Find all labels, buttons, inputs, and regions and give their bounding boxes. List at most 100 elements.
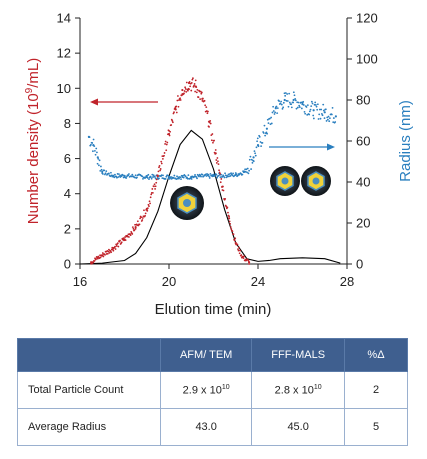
radius-point [281, 107, 284, 110]
radius-point [274, 111, 277, 114]
radius-point [320, 108, 323, 111]
density-point [184, 86, 187, 89]
y-left-tick-label: 6 [64, 151, 71, 166]
y-right-tick-label: 20 [356, 216, 370, 231]
radius-point [294, 99, 297, 102]
radius-point [251, 161, 254, 164]
density-point [95, 258, 98, 260]
radius-point [117, 176, 120, 178]
density-point [165, 143, 168, 146]
density-point [194, 90, 197, 93]
density-point [226, 206, 229, 209]
density-point [155, 181, 158, 184]
radius-point [330, 113, 333, 116]
radius-point [314, 104, 317, 106]
radius-point [265, 127, 268, 130]
density-point [175, 111, 178, 114]
density-point [101, 252, 104, 254]
radius-point [280, 103, 283, 106]
density-point [108, 248, 110, 251]
radius-point [226, 175, 229, 178]
y-right-tick-label: 0 [356, 257, 363, 272]
radius-point [315, 105, 318, 108]
radius-point [101, 170, 104, 173]
radius-point [334, 115, 337, 118]
density-point [220, 178, 223, 180]
radius-point [270, 122, 273, 125]
radius-point [99, 170, 102, 172]
density-point [150, 193, 153, 196]
radius-point [118, 173, 120, 176]
density-point [149, 196, 152, 199]
radius-point [94, 153, 97, 156]
table-cell: 5 [344, 408, 408, 446]
density-point [243, 255, 245, 258]
radius-point [182, 174, 184, 177]
radius-point [248, 169, 251, 172]
radius-point [109, 175, 112, 178]
density-point [228, 220, 231, 223]
density-point [219, 172, 222, 175]
density-point [177, 95, 179, 97]
density-point [112, 249, 115, 252]
radius-point [225, 176, 228, 179]
table-cell-label: Average Radius [17, 408, 161, 446]
density-point [124, 236, 126, 238]
radius-point [187, 174, 190, 177]
radius-point [91, 142, 94, 144]
radius-point [232, 172, 234, 175]
y-left-tick-label: 2 [64, 221, 71, 236]
radius-point [122, 174, 124, 177]
radius-point [290, 103, 293, 106]
radius-point [309, 108, 312, 111]
density-point [183, 90, 186, 92]
radius-point [198, 175, 200, 178]
density-point [232, 233, 235, 236]
radius-point [296, 106, 299, 109]
density-point [134, 227, 137, 230]
radius-point [164, 178, 167, 180]
table-header-cell [17, 338, 161, 372]
radius-point [297, 101, 300, 104]
density-point [193, 83, 196, 85]
radius-point [246, 167, 249, 170]
radius-point [128, 173, 130, 175]
density-point [227, 217, 231, 220]
density-point [141, 217, 144, 219]
radius-point [321, 114, 324, 117]
radius-point [252, 156, 255, 159]
y-left-axis-ticks: 0 2 4 6 8 10 12 14 [57, 11, 80, 272]
radius-point [276, 112, 279, 115]
density-point [185, 91, 188, 93]
fit-curve-line [79, 129, 341, 265]
radius-point [306, 104, 309, 106]
radius-point [286, 93, 289, 95]
radius-point [280, 100, 283, 103]
radius-point [283, 92, 286, 95]
density-point [211, 133, 214, 135]
radius-point [302, 104, 305, 106]
density-point [222, 189, 225, 192]
density-point [134, 226, 137, 229]
density-point [237, 248, 239, 251]
density-point [205, 106, 208, 108]
density-point [144, 212, 147, 215]
density-point [154, 185, 157, 188]
left-arrow-annotation [90, 98, 158, 106]
density-point [93, 260, 96, 262]
density-point [171, 121, 174, 124]
radius-point [285, 99, 288, 102]
density-point [163, 152, 166, 154]
radius-point [258, 135, 261, 138]
radius-point [257, 145, 260, 148]
radius-point [215, 173, 218, 176]
radius-point [310, 100, 313, 103]
radius-point [125, 177, 128, 179]
radius-point [250, 168, 253, 170]
density-point [183, 92, 185, 95]
radius-point [241, 173, 244, 176]
radius-point [90, 143, 92, 146]
radius-point [216, 176, 218, 179]
radius-point [272, 110, 275, 112]
